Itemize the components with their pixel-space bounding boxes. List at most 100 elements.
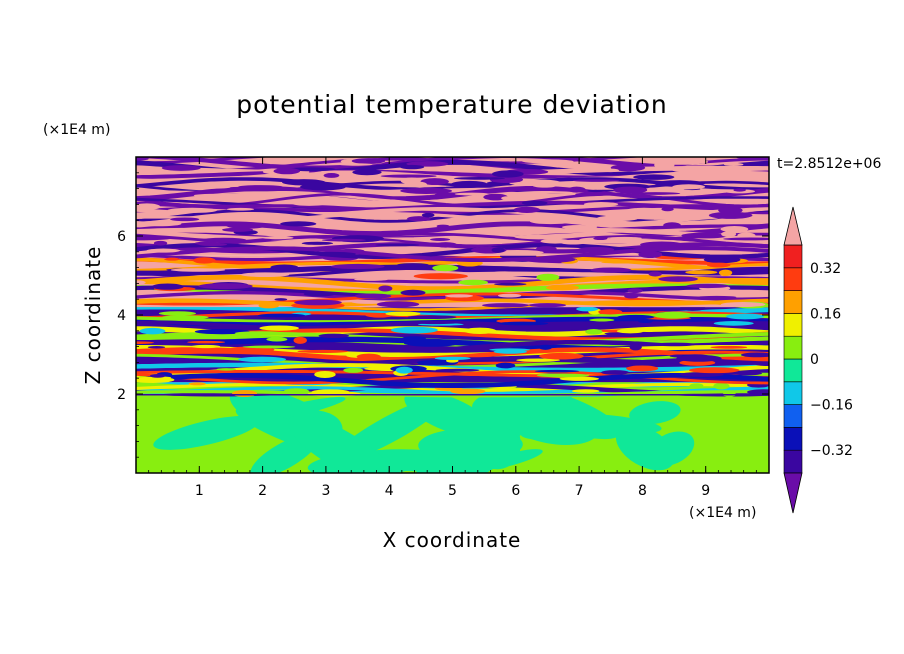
turbulence-blob (737, 232, 756, 239)
turbulence-blob (153, 240, 168, 246)
turbulence-blob (453, 176, 505, 180)
turbulence-blob (536, 273, 560, 281)
turbulence-blob (194, 241, 221, 246)
turbulence-blob (136, 157, 149, 161)
x-axis-label: X coordinate (383, 528, 522, 552)
colorbar-swatch (783, 244, 803, 269)
turbulence-blob (432, 264, 459, 272)
turbulence-blob (186, 186, 231, 189)
turbulence-blob (713, 321, 754, 326)
x-tick-label: 2 (258, 483, 267, 499)
turbulence-blob (498, 321, 549, 326)
turbulence-blob (376, 301, 420, 308)
colorbar-labels: 0.32 0.16 0 −0.16 −0.32 (810, 261, 853, 459)
turbulence-blob (598, 309, 623, 315)
x-axis-ticks: 1 2 3 4 5 6 7 8 9 (148, 157, 770, 499)
turbulence-blob (170, 268, 226, 272)
turbulence-blob (626, 207, 662, 213)
turbulence-blob (413, 273, 468, 280)
turbulence-blob (226, 207, 255, 211)
turbulence-blob (314, 370, 336, 378)
turbulence-blob (559, 376, 600, 381)
eddy-patch (520, 416, 626, 440)
turbulence-blob (610, 164, 646, 172)
turbulence-blob (516, 358, 561, 362)
colorbar-swatch (783, 427, 803, 451)
turbulence-blob (641, 301, 673, 305)
turbulence-blob (532, 184, 557, 188)
turbulence-blob (497, 293, 522, 298)
turbulence-blob (407, 315, 457, 320)
eddy-patch (629, 401, 681, 425)
turbulence-blob (303, 291, 336, 297)
turbulence-blob (187, 340, 226, 344)
eddy-patch (287, 415, 393, 473)
turbulence-blob (740, 352, 769, 358)
colorbar-extend-min (783, 472, 803, 514)
turbulence-blob (672, 167, 722, 173)
heatmap-field (136, 157, 769, 473)
turbulence-blob (720, 226, 749, 233)
turbulence-blob (380, 174, 437, 178)
layer-stripe (136, 283, 769, 296)
turbulence-blob (266, 337, 288, 342)
turbulence-blob (191, 344, 221, 349)
turbulence-blob (403, 339, 460, 347)
turbulence-blob (652, 311, 694, 319)
turbulence-blob (624, 293, 639, 299)
turbulence-blob (576, 306, 599, 312)
turbulence-blob (420, 178, 449, 185)
turbulence-blob (436, 224, 450, 228)
turbulence-blob (258, 303, 279, 309)
turbulence-blob (413, 321, 458, 325)
turbulence-blob (293, 336, 307, 344)
turbulence-blob (301, 241, 334, 245)
turbulence-blob (283, 388, 310, 395)
turbulence-blob (571, 389, 600, 393)
turbulence-blob (400, 178, 418, 184)
turbulence-blob (627, 288, 643, 294)
turbulence-blob (583, 202, 619, 207)
turbulence-blob (710, 345, 748, 349)
turbulence-blob (585, 328, 603, 335)
turbulence-blob (454, 192, 489, 196)
turbulence-blob (193, 193, 244, 198)
turbulence-blob (513, 206, 541, 213)
turbulence-blob (626, 365, 659, 372)
turbulence-blob (338, 163, 373, 166)
colorbar-swatch (783, 290, 803, 314)
y-tick-label: 6 (117, 229, 126, 245)
layer-stripe (136, 373, 769, 388)
turbulence-blob (450, 388, 486, 395)
turbulence-blob (721, 231, 737, 237)
turbulence-blob (725, 313, 765, 320)
colorbar-swatch (783, 449, 803, 474)
turbulence-blob (139, 327, 166, 335)
colorbar-label: 0.16 (810, 306, 841, 322)
turbulence-blob (395, 366, 413, 374)
turbulence-blob (720, 302, 766, 308)
turbulence-blob (640, 241, 684, 248)
y-axis-ticks: 2 4 6 (117, 172, 769, 458)
turbulence-blob (590, 267, 632, 273)
turbulence-blob (723, 237, 769, 241)
turbulence-blob (514, 234, 564, 240)
turbulence-blob (463, 327, 497, 334)
turbulence-blob (407, 216, 431, 222)
turbulence-blob (351, 158, 386, 164)
colorbar-label: −0.32 (810, 443, 853, 459)
colorbar-extend-max (783, 206, 803, 246)
turbulence-blob (536, 373, 590, 378)
turbulence-blob (287, 167, 336, 172)
turbulence-blob (491, 170, 524, 178)
turbulence-blob (661, 206, 674, 212)
eddy-patch (478, 449, 543, 470)
layer-stripe (136, 370, 769, 385)
turbulence-blob (390, 326, 438, 334)
turbulence-blob (587, 189, 604, 193)
turbulence-blob (351, 300, 386, 304)
turbulence-blob (400, 187, 453, 194)
turbulence-blob (696, 295, 737, 299)
turbulence-blob (421, 212, 435, 218)
